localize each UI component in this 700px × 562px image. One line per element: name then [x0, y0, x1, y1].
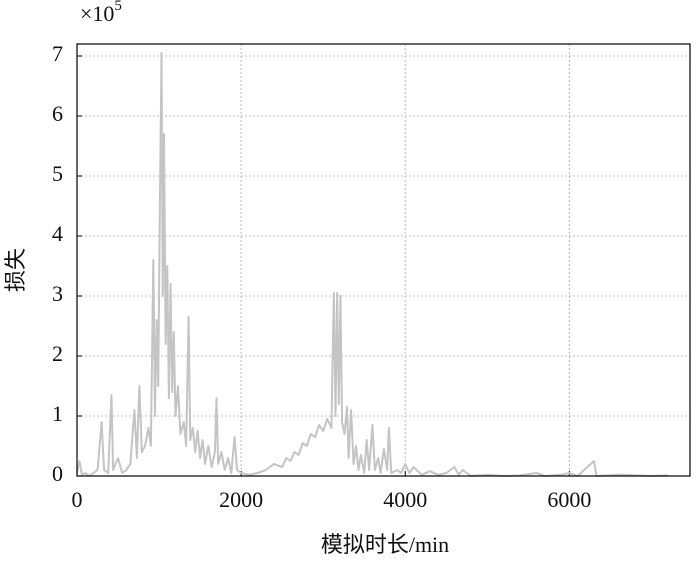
y-tick-label: 5	[52, 161, 63, 186]
x-axis-label: 模拟时长/min	[321, 532, 449, 557]
y-tick-label: 0	[52, 461, 63, 486]
y-scale: ×105	[80, 0, 122, 26]
plot-frame	[76, 43, 691, 477]
x-tick-label: 2000	[219, 487, 263, 512]
y-tick-label: 6	[52, 101, 63, 126]
y-tick-label: 1	[52, 401, 63, 426]
y-tick-label: 2	[52, 341, 63, 366]
y-tick-label: 4	[52, 221, 63, 246]
y-axis-label: 损失	[3, 248, 28, 292]
y-tick-label: 7	[52, 41, 63, 66]
x-tick-label: 6000	[547, 487, 591, 512]
y-scale-exponent: 5	[114, 0, 122, 14]
x-tick-label: 0	[72, 487, 83, 512]
y-tick-label: 3	[52, 281, 63, 306]
y-scale-base: ×10	[80, 1, 114, 26]
data-line	[76, 52, 668, 477]
x-tick-label: 4000	[383, 487, 427, 512]
